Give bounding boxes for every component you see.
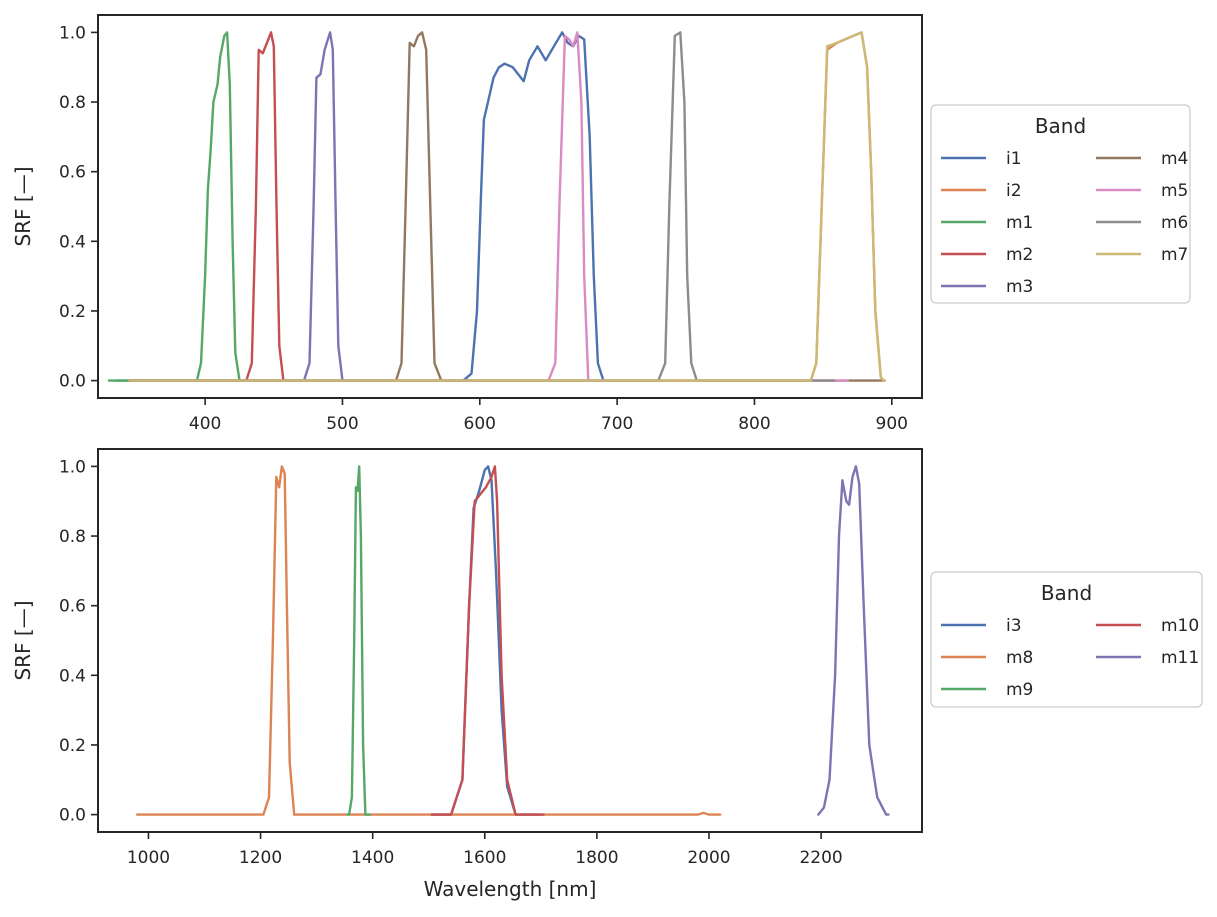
x-tick-label: 1000 — [127, 848, 170, 868]
chart-top-panel: 400 500 600 700 800 900 0.0 0.2 0.4 0.6 0.8 1.0 SRF … — [11, 14, 1191, 434]
series-line-m8 — [136, 465, 722, 816]
y-tick-label: 0.2 — [59, 736, 86, 756]
legend: Band i1 i2 m1 m2 m3 m4 m5 m6 m7 — [930, 104, 1191, 304]
y-axis-label: SRF [—] — [11, 166, 35, 246]
y-tick-label: 0.4 — [59, 232, 86, 252]
x-tick-label: 1800 — [575, 848, 618, 868]
series-line-m11 — [817, 465, 890, 816]
x-tick-label: 700 — [601, 414, 633, 434]
legend-label-m8: m8 — [1006, 648, 1033, 668]
legend-label-m1: m1 — [1006, 213, 1033, 233]
legend-label-i2: i2 — [1006, 181, 1022, 201]
series-line-m3 — [128, 31, 365, 382]
series-line-i2 — [128, 31, 885, 382]
axes-frame — [97, 14, 923, 399]
y-tick-label: 0.8 — [59, 93, 86, 113]
y-tick-label: 0.8 — [59, 527, 86, 547]
series-line-m2 — [128, 31, 296, 382]
series-line-m9 — [346, 465, 372, 816]
legend-label-m3: m3 — [1006, 277, 1033, 297]
series-line-m7 — [128, 31, 887, 382]
x-tick-label: 2200 — [799, 848, 842, 868]
x-tick-label: 400 — [189, 414, 221, 434]
legend-label-m2: m2 — [1006, 245, 1033, 265]
series-line-m5 — [128, 31, 849, 382]
legend-label-i1: i1 — [1006, 149, 1022, 169]
legend-title: Band — [1035, 114, 1086, 138]
x-axis-label: Wavelength [nm] — [424, 877, 597, 901]
y-tick-label: 0.6 — [59, 163, 86, 183]
legend-label-m7: m7 — [1161, 245, 1188, 265]
x-tick-label: 1600 — [463, 848, 506, 868]
axes-frame — [97, 448, 923, 833]
x-tick-label: 500 — [326, 414, 358, 434]
legend-label-m11: m11 — [1161, 648, 1199, 668]
y-tick-label: 0.0 — [59, 806, 86, 826]
legend-label-m4: m4 — [1161, 149, 1188, 169]
x-tick-label: 900 — [876, 414, 908, 434]
y-tick-label: 0.4 — [59, 666, 86, 686]
legend: Band i3 m8 m9 m10 m11 — [930, 571, 1203, 708]
y-axis-label: SRF [—] — [11, 600, 35, 680]
legend-label-m10: m10 — [1161, 616, 1199, 636]
legend-box — [930, 571, 1203, 708]
y-tick-label: 0.0 — [59, 372, 86, 392]
series-line-i1 — [114, 31, 605, 382]
y-tick-label: 0.2 — [59, 302, 86, 322]
series-line-m6 — [128, 31, 836, 382]
chart-bottom-panel: 1000 1200 1400 1600 1800 2000 2200 0.0 0.2 0.4 0.6… — [11, 448, 1203, 901]
x-tick-label: 1200 — [239, 848, 282, 868]
x-tick-label: 600 — [464, 414, 496, 434]
y-tick-label: 1.0 — [59, 23, 86, 43]
y-tick-label: 0.6 — [59, 597, 86, 617]
legend-label-m5: m5 — [1161, 181, 1188, 201]
x-tick-label: 2000 — [687, 848, 730, 868]
legend-title: Band — [1041, 581, 1092, 605]
x-tick-label: 800 — [738, 414, 770, 434]
y-tick-label: 1.0 — [59, 457, 86, 477]
legend-label-m6: m6 — [1161, 213, 1188, 233]
legend-label-i3: i3 — [1006, 616, 1022, 636]
x-tick-label: 1400 — [351, 848, 394, 868]
series-line-i3 — [430, 465, 542, 816]
series-line-m1 — [107, 31, 248, 382]
legend-label-m9: m9 — [1006, 680, 1033, 700]
series-line-m4 — [128, 31, 887, 382]
series-line-m10 — [430, 465, 545, 816]
